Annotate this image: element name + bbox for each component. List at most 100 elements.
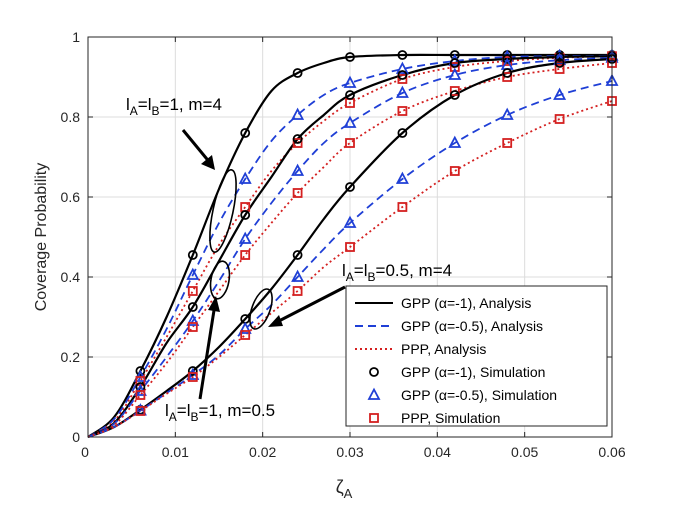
series-1-point-1 [186, 267, 200, 280]
legend-label-3: GPP (α=-1), Simulation [401, 364, 545, 380]
y-axis-title: Coverage Probability [33, 163, 50, 312]
y-tick-label-4: 0.8 [61, 109, 81, 125]
series-0-point-0 [135, 366, 146, 376]
series-2-point-5 [397, 74, 408, 84]
series-4-point-5 [395, 85, 409, 98]
series-8-point-5 [397, 202, 408, 212]
x-tick-label-2: 0.03 [336, 444, 363, 460]
series-7-point-6 [448, 135, 462, 148]
axis-ticks: 0.01 0.02 0.03 0.04 0.05 0.06 00 0.2 0.4 0.6 0.8 1 [61, 29, 626, 460]
annotation-m4-l1: lA=lB=1, m=4 [126, 95, 222, 118]
arrow-head-m4-l05 [268, 315, 283, 327]
series-5-point-6 [449, 86, 460, 96]
legend-box [345, 285, 608, 427]
series-7-point-8 [553, 87, 567, 100]
arrow-line-m4-l05 [274, 285, 346, 325]
series-6-point-6 [449, 90, 460, 100]
x-tick-label-3: 0.04 [424, 444, 451, 460]
y-tick-label-3: 0.6 [61, 189, 81, 205]
series-4-point-3 [291, 163, 305, 176]
series-8-point-3 [292, 286, 303, 296]
series-line-1 [87, 54, 613, 438]
series-7-point-2 [238, 321, 252, 334]
series-1-point-5 [395, 61, 409, 74]
x-tick-label-5: 0.06 [598, 444, 625, 460]
annotation-m4-l05: lA=lB=0.5, m=4 [342, 261, 452, 284]
arrow-head-m4-l1 [201, 155, 215, 170]
x-tick-label-0: 0.01 [162, 444, 189, 460]
series-line-5 [87, 62, 613, 438]
series-7-point-1 [186, 367, 200, 380]
series-8-point-8 [554, 114, 565, 124]
series-5-point-8 [554, 64, 565, 74]
ellipse-m4-l1 [209, 169, 237, 253]
series-3-point-3 [292, 134, 303, 144]
series-5-point-7 [502, 72, 513, 82]
series-7-point-5 [395, 171, 409, 184]
series-7-point-4 [343, 215, 357, 228]
series-4-point-4 [343, 115, 357, 128]
series-8-point-2 [240, 330, 251, 340]
series-3-point-5 [397, 70, 408, 80]
legend-swatch-5 [369, 413, 379, 423]
series-4-point-1 [186, 313, 200, 326]
y-tick-label-0: 0 [72, 429, 80, 445]
x-tick-label-4: 0.05 [511, 444, 538, 460]
series-8-point-7 [502, 138, 513, 148]
series-8-point-0 [135, 406, 146, 416]
series-4-point-6 [448, 67, 462, 80]
series-0-point-5 [397, 50, 408, 60]
series-5-point-1 [187, 322, 198, 332]
series-4-point-2 [238, 231, 252, 244]
ellipse-m4-l05 [249, 288, 273, 330]
series-5-point-3 [292, 188, 303, 198]
series-1-point-4 [343, 75, 357, 88]
series-1-point-3 [291, 107, 305, 120]
series-6-point-7 [502, 68, 513, 78]
legend-label-2: PPP, Analysis [401, 341, 486, 357]
x-axis-title: ζ [336, 477, 344, 497]
series-3-point-2 [240, 210, 251, 220]
series-2-point-3 [292, 138, 303, 148]
y-tick-label-2: 0.4 [61, 269, 81, 285]
y-axis-label: Coverage Probability [33, 163, 50, 312]
annotation-m05-l1: lA=lB=1, m=0.5 [165, 401, 275, 424]
series-6-point-5 [397, 128, 408, 138]
series-7-point-3 [291, 269, 305, 282]
series-0-point-1 [187, 250, 198, 260]
series-1-point-2 [238, 171, 252, 184]
x-origin-label: 0 [81, 444, 89, 460]
ellipse-m05-l1 [209, 260, 231, 300]
legend-label-4: GPP (α=-0.5), Simulation [401, 387, 557, 403]
arrow-line-m05-l1 [198, 303, 217, 400]
x-axis-label: ζA [336, 477, 353, 501]
series-8-point-6 [449, 166, 460, 176]
series-0-point-4 [345, 52, 355, 62]
legend-label-1: GPP (α=-0.5), Analysis [401, 318, 543, 334]
series-line-6 [87, 57, 613, 439]
series-layer [87, 53, 613, 439]
series-5-point-2 [240, 250, 251, 260]
legend-swatch-4 [367, 387, 381, 400]
series-3-point-7 [502, 54, 513, 64]
series-line-0 [87, 53, 612, 438]
series-3-point-6 [449, 58, 460, 68]
series-8-point-4 [345, 242, 355, 252]
series-line-4 [87, 56, 613, 438]
y-tick-label-1: 0.2 [61, 349, 81, 365]
annotation-labels: lA=lB=1, m=4 lA=lB=0.5, m=4 lA=lB=1, m=0… [126, 95, 452, 424]
series-line-3 [87, 55, 613, 438]
series-3-point-4 [345, 90, 355, 100]
series-7-point-7 [500, 107, 514, 120]
series-0-point-2 [240, 128, 251, 138]
series-5-point-0 [135, 390, 146, 400]
series-0-point-3 [292, 68, 303, 78]
series-5-point-5 [397, 106, 408, 116]
series-line-7 [87, 80, 613, 438]
legend-label-0: GPP (α=-1), Analysis [401, 295, 531, 311]
series-line-8 [87, 100, 613, 438]
legend-swatch-3 [369, 367, 379, 377]
series-6-point-1 [187, 366, 198, 376]
arrow-head-m05-l1 [208, 296, 220, 312]
